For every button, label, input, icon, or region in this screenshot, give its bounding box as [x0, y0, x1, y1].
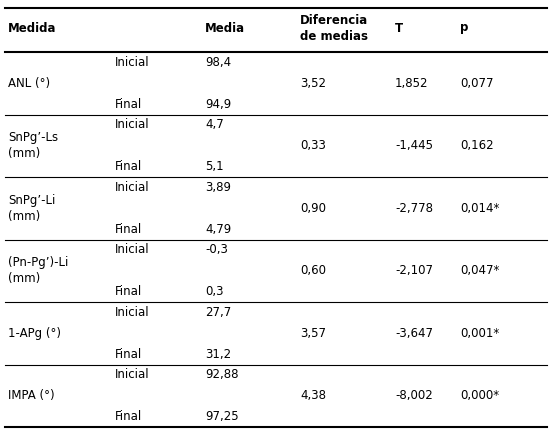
Text: 0,162: 0,162 [460, 139, 493, 152]
Text: 97,25: 97,25 [205, 410, 238, 423]
Text: 3,52: 3,52 [300, 77, 326, 90]
Text: Inicial: Inicial [115, 56, 150, 69]
Text: Inicial: Inicial [115, 306, 150, 319]
Text: SnPg’-Li
(mm): SnPg’-Li (mm) [8, 194, 55, 223]
Text: 0,077: 0,077 [460, 77, 493, 90]
Text: -3,647: -3,647 [395, 327, 433, 340]
Text: 5,1: 5,1 [205, 160, 224, 173]
Text: 3,57: 3,57 [300, 327, 326, 340]
Text: p: p [460, 21, 469, 34]
Text: (Pn-Pg’)-Li
(mm): (Pn-Pg’)-Li (mm) [8, 256, 68, 285]
Text: 31,2: 31,2 [205, 347, 231, 361]
Text: 92,88: 92,88 [205, 369, 238, 381]
Text: -1,445: -1,445 [395, 139, 433, 152]
Text: Inicial: Inicial [115, 243, 150, 257]
Text: Final: Final [115, 410, 142, 423]
Text: 0,3: 0,3 [205, 285, 224, 298]
Text: -2,778: -2,778 [395, 202, 433, 215]
Text: Final: Final [115, 160, 142, 173]
Text: Diferencia
de medias: Diferencia de medias [300, 13, 368, 42]
Text: -8,002: -8,002 [395, 389, 433, 402]
Text: Final: Final [115, 347, 142, 361]
Text: 0,014*: 0,014* [460, 202, 500, 215]
Text: 4,38: 4,38 [300, 389, 326, 402]
Text: 0,001*: 0,001* [460, 327, 499, 340]
Text: 4,7: 4,7 [205, 118, 224, 131]
Text: 1-APg (°): 1-APg (°) [8, 327, 61, 340]
Text: Medida: Medida [8, 21, 56, 34]
Text: Inicial: Inicial [115, 118, 150, 131]
Text: 0,000*: 0,000* [460, 389, 499, 402]
Text: 98,4: 98,4 [205, 56, 231, 69]
Text: 27,7: 27,7 [205, 306, 231, 319]
Text: 3,89: 3,89 [205, 181, 231, 194]
Text: -2,107: -2,107 [395, 264, 433, 277]
Text: ANL (°): ANL (°) [8, 77, 50, 90]
Text: 1,852: 1,852 [395, 77, 428, 90]
Text: 0,90: 0,90 [300, 202, 326, 215]
Text: 0,33: 0,33 [300, 139, 326, 152]
Text: Final: Final [115, 97, 142, 111]
Text: SnPg’-Ls
(mm): SnPg’-Ls (mm) [8, 131, 58, 160]
Text: Final: Final [115, 223, 142, 236]
Text: 0,60: 0,60 [300, 264, 326, 277]
Text: Inicial: Inicial [115, 181, 150, 194]
Text: IMPA (°): IMPA (°) [8, 389, 55, 402]
Text: Final: Final [115, 285, 142, 298]
Text: 4,79: 4,79 [205, 223, 231, 236]
Text: 0,047*: 0,047* [460, 264, 500, 277]
Text: T: T [395, 21, 403, 34]
Text: Inicial: Inicial [115, 369, 150, 381]
Text: Media: Media [205, 21, 245, 34]
Text: -0,3: -0,3 [205, 243, 228, 257]
Text: 94,9: 94,9 [205, 97, 231, 111]
